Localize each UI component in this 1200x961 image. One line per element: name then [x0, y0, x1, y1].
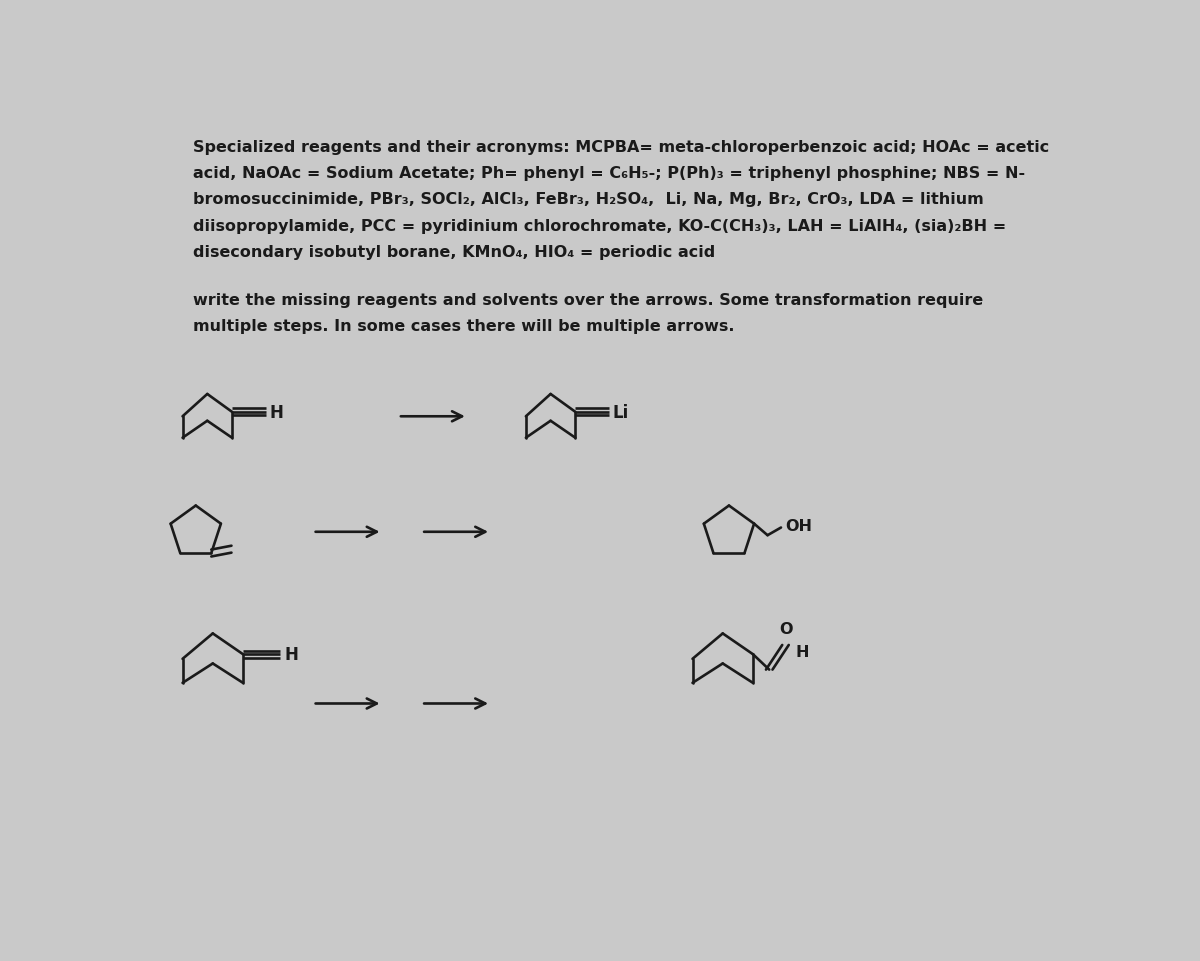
Text: Specialized reagents and their acronyms: MCPBA= meta-chloroperbenzoic acid; HOAc: Specialized reagents and their acronyms:… — [193, 140, 1049, 155]
Text: bromosuccinimide, PBr₃, SOCl₂, AlCl₃, FeBr₃, H₂SO₄,  Li, Na, Mg, Br₂, CrO₃, LDA : bromosuccinimide, PBr₃, SOCl₂, AlCl₃, Fe… — [193, 192, 983, 208]
Text: H: H — [796, 644, 809, 659]
Text: write the missing reagents and solvents over the arrows. Some transformation req: write the missing reagents and solvents … — [193, 292, 983, 308]
Text: O: O — [779, 621, 792, 636]
Text: OH: OH — [785, 518, 812, 533]
Text: diisopropylamide, PCC = pyridinium chlorochromate, KO-C(CH₃)₃, LAH = LiAlH₄, (si: diisopropylamide, PCC = pyridinium chlor… — [193, 218, 1006, 234]
Text: disecondary isobutyl borane, KMnO₄, HIO₄ = periodic acid: disecondary isobutyl borane, KMnO₄, HIO₄… — [193, 244, 715, 259]
Text: H: H — [270, 404, 283, 421]
Text: Li: Li — [613, 404, 629, 421]
Text: multiple steps. In some cases there will be multiple arrows.: multiple steps. In some cases there will… — [193, 318, 734, 333]
Text: H: H — [284, 646, 298, 663]
Text: acid, NaOAc = Sodium Acetate; Ph= phenyl = C₆H₅-; P(Ph)₃ = triphenyl phosphine; : acid, NaOAc = Sodium Acetate; Ph= phenyl… — [193, 166, 1025, 181]
